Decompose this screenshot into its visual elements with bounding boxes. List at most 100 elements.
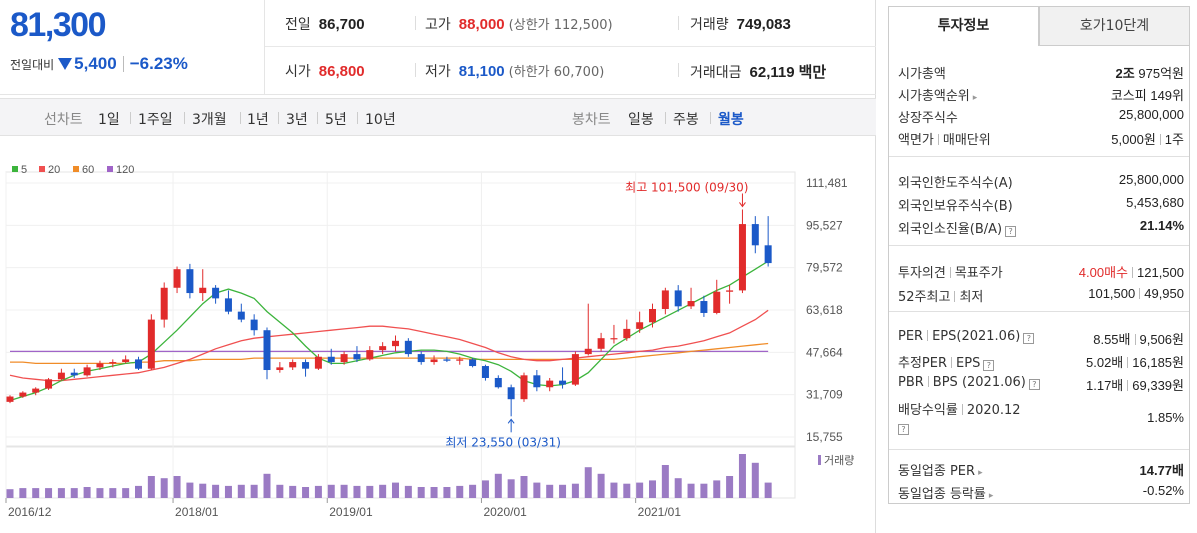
market-cap-rank-value: 코스피 149위 [1110,88,1184,103]
stock-chart[interactable]: 111,481 95,527 79,572 63,618 47,664 31,709 15,… [0,136,876,533]
volume-value: 749,083 [736,16,791,33]
divider [1127,380,1129,391]
period-1d[interactable]: 1일 [98,112,120,128]
per-row: PER EPS(2021.06)? 8.55배 9,506원 [898,326,1184,348]
candle-body [96,363,104,368]
per-key: PER EPS(2021.06)? [898,329,1035,344]
period-1w[interactable]: 1주일 [138,112,173,128]
market-cap-rank-row[interactable]: 시가총액순위 ▸ 코스피 149위 [898,82,1184,104]
par-unit-key: 액면가 매매단위 [898,129,991,148]
help-icon[interactable]: ? [983,360,995,371]
x-tick-label: 2016/12 [8,505,52,519]
line-chart-label: 선차트 [44,112,83,128]
foreign-hold-label: 외국인보유주식수(B) [898,199,1013,214]
foreign-ratio-row: 외국인소진율(B/A)? 21.14% [898,215,1184,237]
candle-body [481,366,489,378]
volume-bar [546,484,554,498]
help-icon[interactable]: ? [1028,379,1040,390]
volume-bar [379,484,387,498]
divider [1134,334,1136,345]
trade-value-label: 거래대금 [690,65,742,81]
candle-body [533,375,541,388]
volume-bar [135,485,142,498]
legend-swatch [73,166,79,172]
high-label: 고가 [425,17,451,33]
divider [710,112,711,124]
candle-body [584,348,592,355]
candle-body [546,380,554,388]
volume-bar [597,473,605,498]
candle-daily[interactable]: 일봉 [628,112,654,128]
candle-body [224,298,232,312]
candle-body [636,322,644,329]
divider [278,112,279,124]
divider [949,267,951,278]
help-icon[interactable]: ? [1023,333,1035,344]
candle-body [353,354,361,360]
foreign-limit-label: 외국인한도주식수(A) [898,176,1013,191]
volume-bar [250,484,258,498]
candle-body [276,367,284,371]
divider [927,330,929,341]
tab-investment-info[interactable]: 투자정보 [888,6,1039,46]
volume-bar [173,476,181,498]
section-market-cap: 시가총액 2조 975억원 시가총액순위 ▸ 코스피 149위 상장주식수 25,… [889,46,1189,157]
volume-bar [610,482,618,498]
period-5y[interactable]: 5년 [325,112,347,128]
bps-label: BPS (2021.06) [932,375,1026,390]
candle-body [764,245,772,264]
period-3y[interactable]: 3년 [286,112,308,128]
x-tick-label: 2018/01 [175,505,219,519]
legend-label: 5 [21,164,27,176]
sector-per-row[interactable]: 동일업종 PER ▸ 14.77배 [898,457,1184,479]
trade-value: 62,119 [749,64,795,81]
divider [415,16,416,30]
volume-bar [713,480,721,498]
per: 8.55배 [1093,332,1131,347]
candle-body [186,269,194,294]
foreign-ratio-key: 외국인소진율(B/A)? [898,218,1017,237]
candle-body [700,301,708,313]
volume-bar [533,482,541,498]
period-1y[interactable]: 1년 [247,112,269,128]
eps-label: EPS(2021.06) [932,329,1021,344]
sector-change-row[interactable]: 동일업종 등락률 ▸ -0.52% [898,480,1184,502]
period-10y[interactable]: 10년 [365,112,396,128]
change-amount: 5,400 [74,54,117,73]
divider [951,357,953,368]
dividend-row: 배당수익률 2020.12? 1.85% [898,396,1184,440]
volume-bar [649,480,656,498]
volume-bar [443,487,451,498]
tab-order-book[interactable]: 호가10단계 [1039,6,1190,46]
candle-body [520,375,528,400]
candle-body [417,354,425,363]
min-arrow-icon [507,418,515,424]
candle-body [250,319,258,331]
candle-body [674,290,682,307]
opinion-text: 4.00매수 [1078,265,1128,280]
low-value: 81,100 [458,63,505,80]
foreign-hold-row: 외국인보유주식수(B) 5,453,680 [898,192,1184,214]
pbr-row: PBR BPS (2021.06)? 1.17배 69,339원 [898,372,1184,394]
market-cap-rank-key[interactable]: 시가총액순위 ▸ [898,85,977,104]
legend-label: 60 [82,164,94,176]
candle-monthly[interactable]: 월봉 [718,112,744,128]
candle-body [751,224,759,246]
par-label: 액면가 [898,133,934,148]
sector-per-key[interactable]: 동일업종 PER ▸ [898,460,983,479]
divider [415,63,416,77]
period-3m[interactable]: 3개월 [192,112,227,128]
help-icon[interactable]: ? [898,424,909,435]
candle-body [404,340,412,355]
candle-weekly[interactable]: 주봉 [673,112,699,128]
sector-change-key[interactable]: 동일업종 등락률 ▸ [898,483,993,502]
volume-bar [661,465,669,498]
candle-body [610,338,618,340]
price-stats: 전일 86,700 고가 88,000 (상한가 112,500) 거래량 74… [265,0,876,95]
volume-bar [623,483,631,498]
help-icon[interactable]: ? [1005,226,1017,237]
volume-bar [314,485,322,498]
foreign-limit-value: 25,800,000 [1118,172,1184,187]
shares-label: 상장주식수 [898,111,958,126]
candle-body [649,308,656,323]
